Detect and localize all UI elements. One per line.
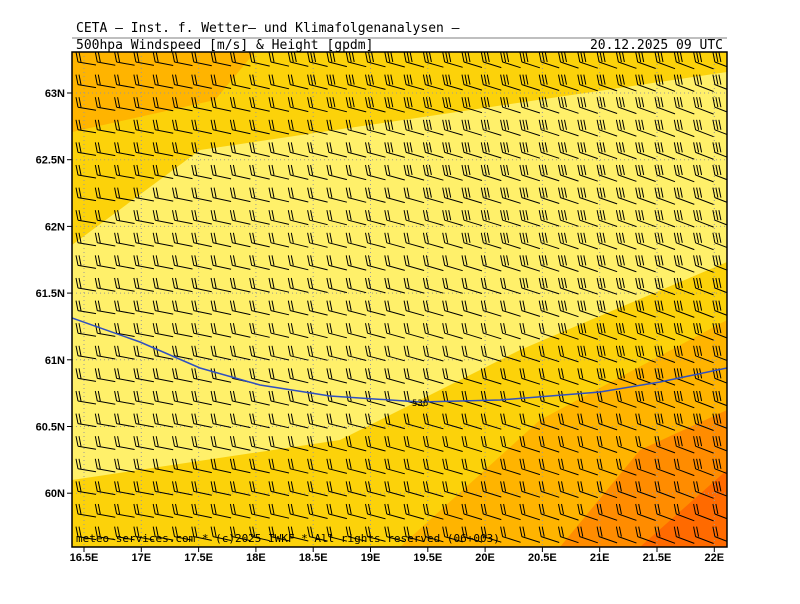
footer-credit: meteo-services.com * (c)2025 IWKF * All …	[76, 532, 500, 545]
lon-label: 21.5E	[643, 552, 672, 564]
lat-label: 60.5N	[36, 422, 65, 434]
map-frame	[71, 51, 728, 548]
contour-label: 536	[412, 399, 428, 409]
lon-label: 18E	[246, 552, 266, 564]
lat-label: 62N	[45, 221, 65, 233]
lat-label: 61.5N	[36, 288, 65, 300]
lat-label: 60N	[45, 488, 65, 500]
map-subtitle: 500hpa Windspeed [m/s] & Height [gpdm]	[76, 38, 373, 53]
red-orange-field	[640, 470, 727, 547]
timestamp: 20.12.2025 09 UTC	[590, 38, 723, 53]
lon-label: 20E	[475, 552, 495, 564]
lat-label: 63N	[45, 88, 65, 100]
lon-label: 21E	[590, 552, 610, 564]
map-title: CETA — Inst. f. Wetter— und Klimafolgena…	[76, 21, 460, 36]
lon-label: 19E	[361, 552, 381, 564]
lat-label: 61N	[45, 355, 65, 367]
lon-label: 22E	[705, 552, 725, 564]
lat-label: 62.5N	[36, 155, 65, 167]
lon-label: 16.5E	[70, 552, 99, 564]
orange-field	[72, 52, 255, 132]
lon-label: 20.5E	[528, 552, 557, 564]
lon-label: 18.5E	[299, 552, 328, 564]
lon-label: 19.5E	[413, 552, 442, 564]
map-area: 536 meteo-services.com * (c)2025 IWKF * …	[72, 52, 727, 547]
lon-label: 17.5E	[184, 552, 213, 564]
height-contour	[72, 317, 727, 403]
wind-barbs	[75, 52, 727, 544]
lon-label: 17E	[132, 552, 152, 564]
